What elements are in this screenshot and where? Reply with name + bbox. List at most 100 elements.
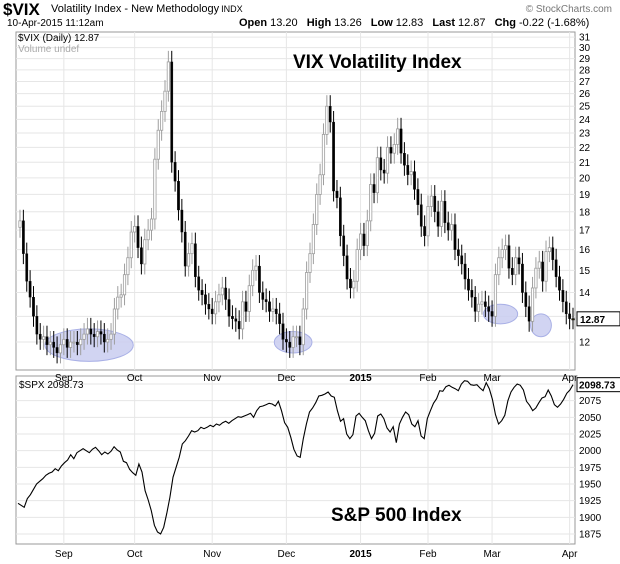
vix-candle-body xyxy=(524,292,528,307)
vix-chart-title: VIX Volatility Index xyxy=(293,52,462,73)
spx-y-tick-label: 2025 xyxy=(579,430,602,441)
spx-x-tick-label: Mar xyxy=(483,549,501,560)
vix-candle-body xyxy=(530,287,535,322)
vix-candle-body xyxy=(497,257,501,276)
vix-candle-body xyxy=(274,308,278,315)
vix-candle-body xyxy=(544,251,548,282)
vix-x-tick-label: Sep xyxy=(55,373,73,384)
spx-legend-text: $SPX 2098.73 xyxy=(19,380,84,391)
vix-candle-body xyxy=(446,222,450,231)
spx-y-tick-label: 2050 xyxy=(579,413,602,424)
vix-candle-body xyxy=(332,121,335,192)
vix-candle-body xyxy=(231,316,234,319)
vix-candle-body xyxy=(473,296,477,312)
vix-y-tick-label: 16 xyxy=(579,245,591,256)
spx-y-tick-label: 1975 xyxy=(579,463,602,474)
vix-candle-body xyxy=(224,287,228,300)
vix-candle-body xyxy=(268,301,271,312)
vix-candle-body xyxy=(433,195,437,212)
spx-y-tick-label: 1875 xyxy=(579,530,602,541)
spx-x-tick-label: Sep xyxy=(55,549,73,560)
vix-candle-body xyxy=(375,157,380,194)
vix-candle-body xyxy=(102,333,106,343)
spx-last-tag: 2098.73 xyxy=(579,381,616,392)
vix-candle-body xyxy=(365,220,369,247)
high-label: High xyxy=(306,17,332,29)
vix-candle-body xyxy=(547,247,551,253)
low-value: 12.83 xyxy=(395,17,424,29)
description-text: Volatility Index - New Methodology xyxy=(51,3,220,15)
spx-y-tick-label: 2000 xyxy=(579,446,602,457)
vix-candle-body xyxy=(285,339,288,343)
vix-candle-body xyxy=(133,225,137,233)
vix-y-tick-label: 14 xyxy=(579,288,591,299)
vix-candle-body xyxy=(480,301,484,305)
vix-y-tick-label: 17 xyxy=(579,226,591,237)
spx-x-tick-label: Oct xyxy=(127,549,143,560)
vix-candle-body xyxy=(416,189,420,205)
vix-candle-body xyxy=(28,281,32,298)
vix-candle-body xyxy=(234,318,238,322)
vix-candle-body xyxy=(92,333,96,337)
spx-y-tick-label: 1900 xyxy=(579,513,602,524)
vix-candle-body xyxy=(65,339,69,348)
vix-x-tick-label: Feb xyxy=(419,373,437,384)
vix-candle-body xyxy=(429,195,433,207)
vix-candle-body xyxy=(457,249,460,256)
vix-candle-body xyxy=(450,224,454,231)
last-value: 12.87 xyxy=(457,17,486,29)
vix-candle-body xyxy=(58,344,63,354)
vix-candle-body xyxy=(173,162,177,182)
vix-y-tick-label: 30 xyxy=(579,43,591,54)
vix-candle-body xyxy=(79,338,83,346)
last-label: Last xyxy=(432,17,455,29)
vix-candle-body xyxy=(106,338,110,343)
vix-candle-body xyxy=(264,299,268,302)
vix-candle-body xyxy=(503,245,508,251)
open-value: 13.20 xyxy=(270,17,298,29)
vix-candle-body xyxy=(571,318,575,321)
vix-candle-body xyxy=(443,201,447,223)
vix-candle-body xyxy=(38,333,42,340)
vix-candle-body xyxy=(463,263,467,280)
vix-candle-body xyxy=(403,153,406,166)
vix-candle-body xyxy=(490,311,494,317)
low-label: Low xyxy=(370,17,393,29)
vix-candle-body xyxy=(349,278,352,289)
volume-legend-text: Volume undef xyxy=(18,44,80,55)
vix-candle-body xyxy=(541,261,544,282)
vix-candle-body xyxy=(558,276,561,291)
vix-candle-body xyxy=(483,301,487,307)
vix-candle-body xyxy=(419,204,423,227)
support-highlight xyxy=(530,313,552,338)
vix-candle-body xyxy=(554,259,558,277)
vix-candle-body xyxy=(507,245,511,269)
vix-candle-body xyxy=(18,220,22,228)
spx-x-tick-label: Dec xyxy=(277,549,295,560)
vix-candle-body xyxy=(358,233,363,251)
vix-y-tick-label: 22 xyxy=(579,143,591,154)
vix-candle-body xyxy=(183,231,187,267)
vix-candle-body xyxy=(294,336,299,339)
vix-y-tick-label: 21 xyxy=(579,158,591,169)
vix-candle-body xyxy=(187,253,191,267)
vix-candle-body xyxy=(112,308,116,335)
vix-candle-body xyxy=(534,267,538,289)
vix-candle-body xyxy=(385,146,390,174)
vix-y-tick-label: 20 xyxy=(579,173,591,184)
vix-candle-body xyxy=(35,316,39,335)
vix-candle-body xyxy=(156,129,160,160)
vix-candle-body xyxy=(119,294,123,298)
vix-candle-body xyxy=(389,147,393,154)
vix-candle-body xyxy=(82,333,86,340)
vix-candle-body xyxy=(517,257,521,265)
vix-candle-body xyxy=(126,257,130,276)
vix-candle-body xyxy=(514,257,518,276)
vix-x-tick-label: Mar xyxy=(483,373,501,384)
vix-candle-body xyxy=(278,313,281,324)
spx-y-tick-label: 1925 xyxy=(579,496,602,507)
vix-y-tick-label: 18 xyxy=(579,207,591,218)
vix-candle-body xyxy=(200,290,204,295)
vix-candle-body xyxy=(109,333,113,340)
